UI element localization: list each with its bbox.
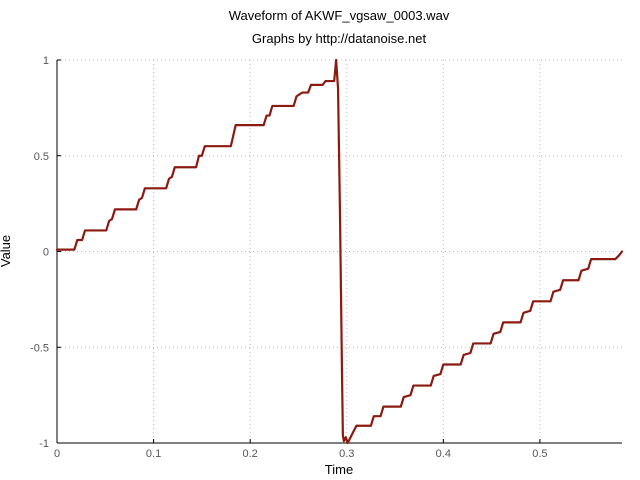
x-tick-label-4: 0.4 (436, 448, 451, 460)
y-tick-label-0: -1 (39, 438, 49, 450)
x-tick-label-3: 0.3 (339, 448, 354, 460)
x-axis-label: Time (325, 462, 353, 477)
y-tick-label-2: 0 (43, 247, 49, 259)
chart-subtitle: Graphs by http://datanoise.net (252, 31, 427, 46)
chart-title: Waveform of AKWF_vgsaw_0003.wav (229, 8, 450, 23)
x-tick-label-5: 0.5 (532, 448, 547, 460)
x-axis-ticks: 0 0.1 0.2 0.3 0.4 0.5 (54, 439, 548, 460)
y-tick-label-1: -0.5 (30, 342, 49, 354)
x-tick-label-0: 0 (54, 448, 60, 460)
y-tick-label-4: 1 (43, 55, 49, 67)
series-group (55, 58, 624, 445)
x-tick-label-2: 0.2 (243, 448, 258, 460)
y-axis-ticks: -1 -0.5 0 0.5 1 (30, 55, 61, 450)
y-axis-label: Value (0, 235, 13, 267)
x-tick-label-1: 0.1 (146, 448, 161, 460)
y-tick-label-3: 0.5 (34, 151, 49, 163)
waveform-series-line-0 (55, 58, 624, 445)
